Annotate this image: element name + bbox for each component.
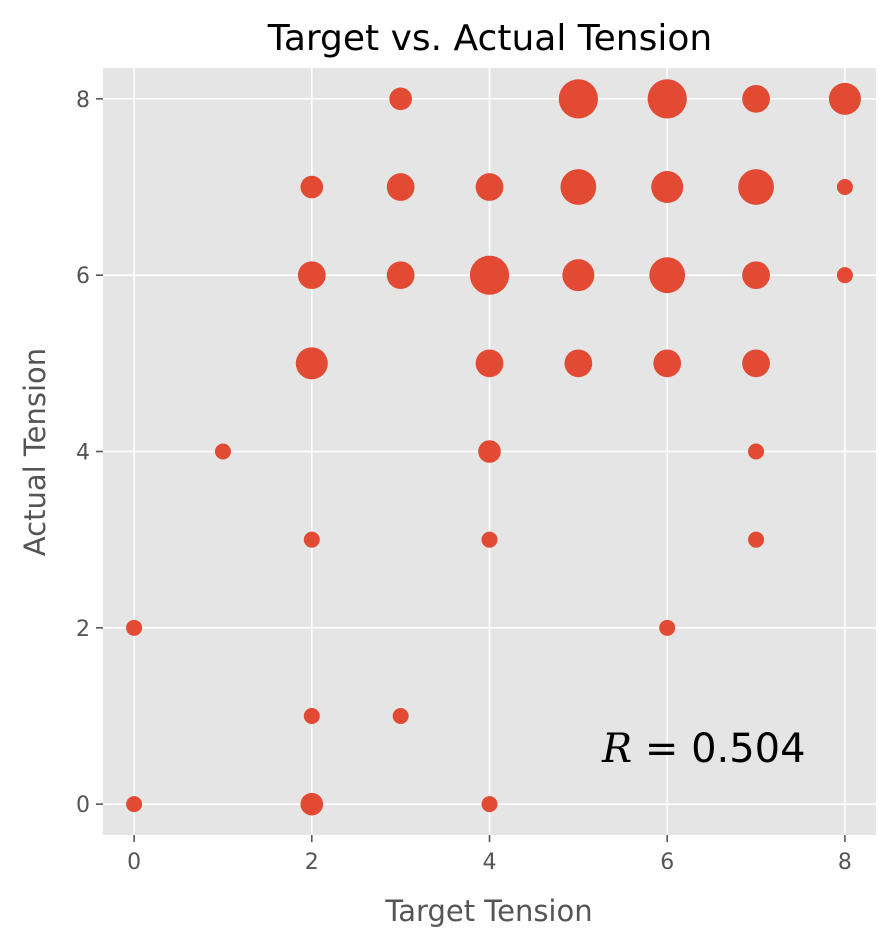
x-tick-label: 6 xyxy=(660,850,674,875)
x-tick-label: 8 xyxy=(838,850,852,875)
data-point xyxy=(303,707,320,724)
x-tick-label: 4 xyxy=(483,850,497,875)
data-point xyxy=(738,169,774,205)
data-point xyxy=(481,531,498,548)
correlation-variable: R xyxy=(601,726,632,772)
data-point xyxy=(564,349,593,378)
data-point xyxy=(481,796,498,813)
x-tick-label: 2 xyxy=(305,850,319,875)
x-tick-label: 0 xyxy=(127,850,141,875)
data-point xyxy=(748,443,765,460)
data-point xyxy=(562,259,595,292)
data-point xyxy=(653,349,682,378)
data-point xyxy=(392,707,409,724)
y-tick-label: 4 xyxy=(76,441,90,466)
data-point xyxy=(828,82,861,115)
y-tick-label: 0 xyxy=(76,793,90,818)
data-point xyxy=(742,261,770,290)
data-point xyxy=(558,79,598,119)
data-point xyxy=(651,171,684,204)
data-point xyxy=(836,179,853,196)
correlation-annotation: R = 0.504 xyxy=(601,726,806,772)
data-point xyxy=(836,267,853,284)
data-point xyxy=(300,792,324,816)
data-point xyxy=(126,619,143,636)
data-point xyxy=(214,443,231,460)
data-point xyxy=(126,796,143,813)
data-point xyxy=(478,440,501,463)
data-points xyxy=(126,79,861,816)
data-point xyxy=(303,531,320,548)
y-axis-ticks: 0 2 4 6 8 xyxy=(76,88,103,818)
data-point xyxy=(389,87,412,111)
correlation-value: = 0.504 xyxy=(632,726,805,772)
data-point xyxy=(649,257,686,294)
y-tick-label: 8 xyxy=(76,88,90,113)
data-point xyxy=(300,175,324,199)
data-point xyxy=(297,261,326,290)
data-point xyxy=(475,173,504,201)
data-point xyxy=(295,347,328,380)
data-point xyxy=(469,255,510,295)
data-point xyxy=(386,261,415,290)
data-point xyxy=(386,173,415,201)
data-point xyxy=(742,349,770,378)
data-point xyxy=(742,84,770,113)
data-point xyxy=(748,531,765,548)
data-point xyxy=(659,619,676,636)
data-point xyxy=(560,169,597,205)
data-point xyxy=(647,79,687,119)
y-tick-label: 6 xyxy=(76,264,90,289)
y-tick-label: 2 xyxy=(76,617,90,642)
x-axis-ticks: 0 2 4 6 8 xyxy=(127,835,852,875)
x-axis-label: Target Tension xyxy=(384,894,592,928)
y-axis-label: Actual Tension xyxy=(18,348,52,556)
data-point xyxy=(475,349,504,378)
chart-title: Target vs. Actual Tension xyxy=(267,18,712,59)
